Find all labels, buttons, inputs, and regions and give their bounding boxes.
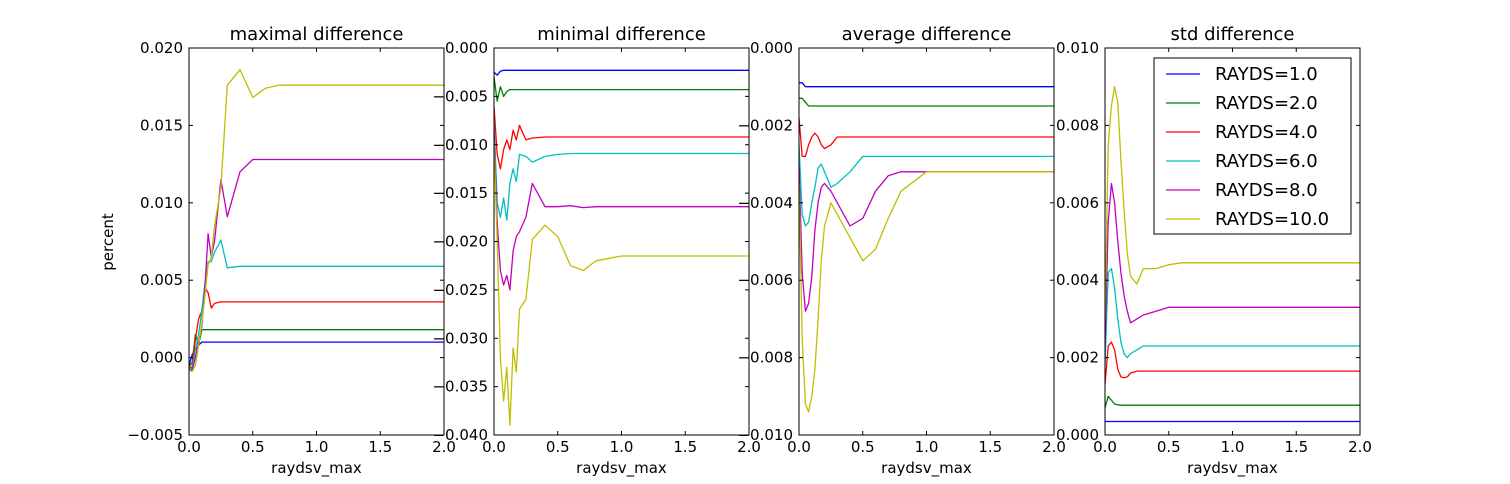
y-tick-label: 0.008 xyxy=(1056,116,1099,134)
legend-label: RAYDS=4.0 xyxy=(1215,122,1318,143)
y-tick-label: 0.000 xyxy=(140,349,183,367)
series-line-rayds-8-0 xyxy=(494,130,749,291)
subplot-title: average difference xyxy=(842,24,1012,45)
legend-label: RAYDS=10.0 xyxy=(1215,209,1329,230)
y-tick-label: −0.002 xyxy=(737,116,793,134)
subplot-title: minimal difference xyxy=(537,24,706,45)
subplot-title: std difference xyxy=(1171,24,1295,45)
series-line-rayds-4-0 xyxy=(1105,341,1360,385)
legend-label: RAYDS=8.0 xyxy=(1215,180,1318,201)
y-tick-label: 0.010 xyxy=(1056,39,1099,57)
y-tick-label: 0.006 xyxy=(1056,194,1099,212)
series-line-rayds-1-0 xyxy=(799,82,1054,88)
y-tick-label: −0.004 xyxy=(737,194,793,212)
x-tick-label: 0.0 xyxy=(787,438,811,456)
x-tick-label: 0.0 xyxy=(482,438,506,456)
x-axis-label: raydsv_max xyxy=(576,459,667,478)
y-tick-label: 0.000 xyxy=(1056,426,1099,444)
y-tick-label: −0.030 xyxy=(432,329,488,347)
series-line-rayds-1-0 xyxy=(189,341,444,366)
y-tick-label: −0.005 xyxy=(127,426,183,444)
y-tick-label: 0.005 xyxy=(140,271,183,289)
y-tick-label: −0.025 xyxy=(432,281,488,299)
y-tick-label: −0.015 xyxy=(432,184,488,202)
series-line-rayds-2-0 xyxy=(494,76,749,102)
series-line-rayds-10-0 xyxy=(799,171,1054,413)
subplot-title: maximal difference xyxy=(230,24,404,45)
x-tick-label: 2.0 xyxy=(1042,438,1066,456)
x-tick-label: 0.5 xyxy=(1157,438,1181,456)
series-line-rayds-10-0 xyxy=(189,69,444,373)
y-tick-label: −0.020 xyxy=(432,233,488,251)
series-line-rayds-8-0 xyxy=(1105,182,1360,347)
y-tick-label: −0.010 xyxy=(432,136,488,154)
legend-label: RAYDS=1.0 xyxy=(1215,64,1318,85)
series-line-rayds-10-0 xyxy=(494,139,749,426)
y-tick-label: 0.004 xyxy=(1056,271,1099,289)
x-tick-label: 1.0 xyxy=(915,438,939,456)
series-line-rayds-6-0 xyxy=(799,144,1054,227)
x-tick-label: 1.5 xyxy=(1284,438,1308,456)
x-axis-label: raydsv_max xyxy=(271,459,362,478)
y-tick-label: 0.020 xyxy=(140,39,183,57)
x-tick-label: 0.5 xyxy=(546,438,570,456)
series-line-rayds-6-0 xyxy=(1105,267,1360,366)
subplot-1: maximal difference 0.0 0.5 1.0 1.5 2.0 −0.005 0… xyxy=(127,24,455,478)
y-tick-label: −0.008 xyxy=(737,349,793,367)
x-tick-label: 1.5 xyxy=(673,438,697,456)
x-tick-label: 1.5 xyxy=(978,438,1002,456)
x-tick-label: 0.0 xyxy=(1093,438,1117,456)
x-tick-label: 0.0 xyxy=(177,438,201,456)
y-tick-label: 0.000 xyxy=(750,39,793,57)
series-line-rayds-4-0 xyxy=(494,105,749,170)
series-line-rayds-6-0 xyxy=(189,239,444,371)
y-tick-label: −0.006 xyxy=(737,271,793,289)
x-tick-label: 1.5 xyxy=(368,438,392,456)
series-line-rayds-2-0 xyxy=(799,97,1054,107)
series-line-rayds-10-0 xyxy=(1105,86,1360,319)
x-tick-label: 1.0 xyxy=(1221,438,1245,456)
legend-label: RAYDS=2.0 xyxy=(1215,93,1318,114)
series-line-rayds-2-0 xyxy=(189,329,444,368)
y-tick-label: −0.035 xyxy=(432,378,488,396)
legend-box xyxy=(1153,57,1352,235)
series-line-rayds-4-0 xyxy=(799,117,1054,158)
legend: RAYDS=1.0 RAYDS=2.0 RAYDS=4.0 RAYDS=6.0 RAYD… xyxy=(1153,57,1352,235)
x-axis-label: raydsv_max xyxy=(881,459,972,478)
axes-frame xyxy=(188,47,445,436)
series-line-rayds-8-0 xyxy=(799,164,1054,312)
x-tick-label: 0.5 xyxy=(241,438,265,456)
series-line-rayds-4-0 xyxy=(189,287,444,369)
x-axis-label: raydsv_max xyxy=(1187,459,1278,478)
y-tick-label: −0.040 xyxy=(432,426,488,444)
series-line-rayds-2-0 xyxy=(1105,395,1360,409)
x-tick-label: 0.5 xyxy=(851,438,875,456)
legend-label: RAYDS=6.0 xyxy=(1215,151,1318,172)
x-tick-label: 2.0 xyxy=(1348,438,1372,456)
y-tick-label: −0.010 xyxy=(737,426,793,444)
x-tick-label: 2.0 xyxy=(432,438,456,456)
series-line-rayds-6-0 xyxy=(494,120,749,221)
series-line-rayds-1-0 xyxy=(494,69,749,76)
y-tick-label: 0.002 xyxy=(1056,349,1099,367)
y-axis-label: percent xyxy=(99,213,117,271)
x-tick-label: 1.0 xyxy=(305,438,329,456)
x-tick-label: 1.0 xyxy=(610,438,634,456)
y-tick-label: 0.000 xyxy=(445,39,488,57)
x-tick-label: 2.0 xyxy=(737,438,761,456)
y-tick-label: 0.010 xyxy=(140,194,183,212)
y-tick-label: 0.015 xyxy=(140,116,183,134)
y-tick-label: −0.005 xyxy=(432,87,488,105)
subplot-4: std difference 0.0 0.5 1.0 1.5 2.0 0.000 0.002 0… xyxy=(1056,24,1372,478)
